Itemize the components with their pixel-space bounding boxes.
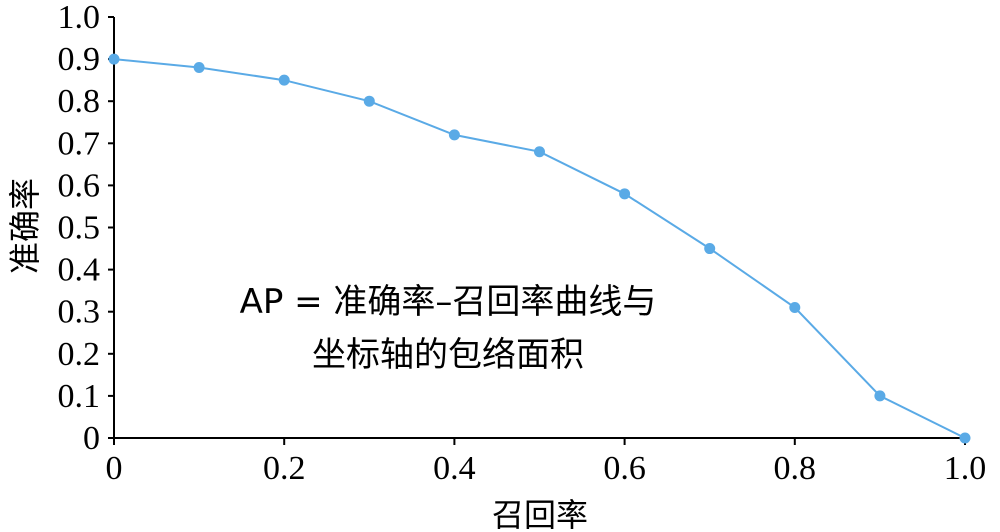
series-line [113,58,966,439]
data-point [193,62,205,74]
x-tick-label: 0.2 [263,450,306,487]
y-tick-label: 0.9 [58,41,101,78]
x-axis-ticks: 0 0.2 0.4 0.6 0.8 1.0 [106,438,987,487]
y-tick-label: 0.7 [58,125,101,162]
data-point [108,53,120,65]
data-point [874,390,886,402]
y-tick-label: 0.1 [58,378,101,415]
y-tick-label: 0.6 [58,167,101,204]
x-axis-title: 召回率 [492,496,588,532]
y-axis-ticks: 0 0.1 0.2 0.3 0.4 0.5 0.6 0.7 0.8 0.9 1.0 [58,0,114,457]
x-tick-label: 0.8 [774,450,817,487]
series-layer [108,53,971,444]
data-point [704,243,716,255]
y-tick-label: 0 [83,420,100,457]
y-tick-label: 0.4 [58,252,101,289]
x-tick-label: 0.4 [433,450,476,487]
x-tick-label: 1.0 [944,450,987,487]
y-tick-label: 0.2 [58,336,101,373]
y-tick-label: 0.8 [58,83,101,120]
x-tick-label: 0 [106,450,123,487]
annotation-line-1: AP = 准确率–召回率曲线与 [240,282,657,322]
x-tick-label: 0.6 [603,450,646,487]
data-point [448,129,460,141]
data-point [959,432,971,444]
y-tick-label: 0.5 [58,210,101,247]
y-tick-label: 0.3 [58,294,101,331]
data-point [278,74,290,86]
data-point [534,146,545,158]
data-point [363,95,375,107]
data-point [619,188,631,200]
y-tick-label: 1.0 [58,0,101,36]
y-axis-title: 准确率 [6,178,44,274]
data-point [789,301,801,313]
annotation-line-2: 坐标轴的包络面积 [312,335,584,375]
